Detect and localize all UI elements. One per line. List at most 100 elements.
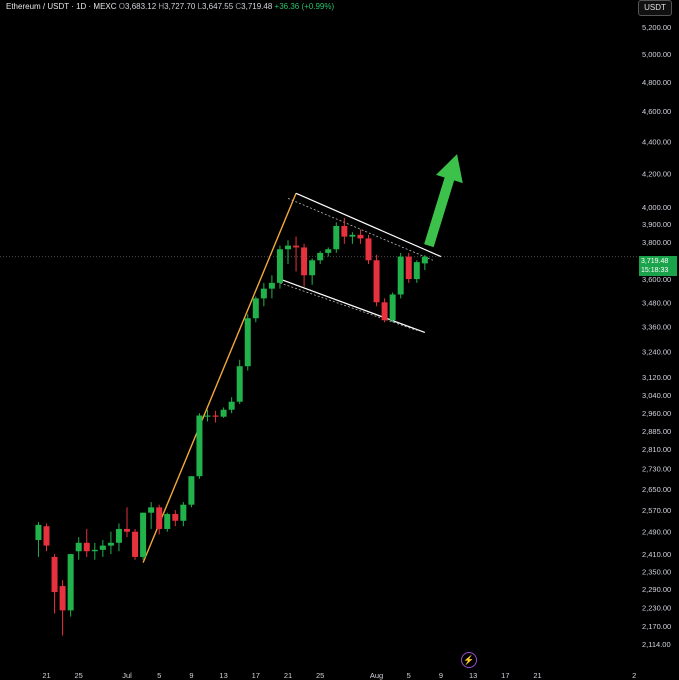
candle-body (357, 234, 364, 239)
candle-body (285, 245, 291, 250)
candle-body (325, 249, 332, 253)
candle-body (75, 542, 82, 552)
candle-body (309, 260, 316, 276)
price-tick-label: 5,200.00 (642, 23, 671, 32)
candle-body (172, 514, 179, 521)
low-value: 3,647.55 (202, 2, 234, 11)
symbol-title[interactable]: Ethereum / USDT · 1D · MEXC (6, 2, 117, 11)
high-label: H (158, 2, 165, 11)
last-price-value: 3,719.48 (641, 258, 669, 265)
price-axis[interactable]: 5,200.00 5,000.00 4,800.00 4,600.00 4,400.00… (642, 23, 671, 649)
candle-body (35, 524, 42, 541)
price-tick-label: 2,410.00 (642, 550, 671, 559)
candle-body (132, 531, 139, 557)
price-tick-label: 5,000.00 (642, 50, 671, 59)
candle-body (349, 234, 356, 237)
price-tick-label: 2,810.00 (642, 445, 671, 454)
flag-dashed-line (279, 282, 417, 331)
candle-body (413, 262, 420, 280)
flag-lower-line (279, 278, 426, 334)
candle-body (421, 256, 428, 264)
price-tick-label: 4,200.00 (642, 169, 671, 178)
candle-body (301, 247, 308, 276)
candle-body (212, 415, 219, 417)
candle-body (99, 545, 106, 550)
candle-body (268, 282, 275, 289)
price-tick-label: 3,240.00 (642, 347, 671, 356)
flag-upper-line (295, 192, 442, 258)
candle-body (373, 260, 380, 303)
price-tick-label: 2,230.00 (642, 603, 671, 612)
time-tick-label: 17 (252, 671, 260, 680)
candle-body (381, 302, 388, 321)
candle-body (397, 256, 404, 295)
price-tick-label: 2,114.00 (642, 640, 671, 649)
candle-body (156, 507, 163, 529)
candle-body (91, 549, 98, 552)
time-tick-label: 13 (219, 671, 227, 680)
price-tick-label: 4,000.00 (642, 203, 671, 212)
candle-body (140, 512, 147, 557)
low-label: L (197, 2, 202, 11)
time-tick-label: 5 (407, 671, 411, 680)
price-tick-label: 2,290.00 (642, 585, 671, 594)
breakout-arrow (424, 154, 463, 248)
price-tick-label: 2,570.00 (642, 506, 671, 515)
lightning-icon[interactable]: ⚡ (461, 652, 477, 668)
flag-dashed-line (287, 197, 434, 261)
time-tick-label: 21 (42, 671, 50, 680)
close-value: 3,719.48 (241, 2, 273, 11)
time-tick-label: 21 (533, 671, 541, 680)
close-label: C (235, 2, 242, 11)
change-value: +36.36 (+0.99%) (274, 2, 335, 11)
time-tick-label: Aug (370, 671, 383, 680)
candle-body (365, 238, 372, 261)
price-tick-label: 3,120.00 (642, 373, 671, 382)
bar-countdown: 15:18:33 (641, 267, 669, 274)
candle-body (115, 528, 122, 543)
price-tick-label: 3,800.00 (642, 238, 671, 247)
price-tick-label: 3,040.00 (642, 391, 671, 400)
candle-body (59, 586, 66, 611)
price-tick-label: 3,480.00 (642, 298, 671, 307)
price-tick-label: 3,360.00 (642, 322, 671, 331)
time-tick-label: 25 (75, 671, 83, 680)
candle-body (244, 318, 251, 367)
candle-body (333, 225, 340, 250)
time-tick-label: 21 (284, 671, 292, 680)
open-label: O (118, 2, 126, 11)
price-tick-label: 4,800.00 (642, 78, 671, 87)
candle-body (293, 245, 300, 248)
price-tick-label: 4,600.00 (642, 107, 671, 116)
currency-unit-button[interactable]: USDT (638, 0, 672, 16)
price-tick-label: 2,350.00 (642, 567, 671, 576)
bull-flag-channel (279, 192, 442, 334)
candle-body (236, 366, 243, 402)
price-tick-label: 2,730.00 (642, 465, 671, 474)
candle-body (389, 294, 396, 321)
candle-body (124, 528, 130, 532)
price-tick-label: 3,900.00 (642, 220, 671, 229)
candle-body (43, 526, 50, 546)
time-axis[interactable]: 21 25 Jul 5 9 13 17 21 25 Aug 5 9 13 17 21 2 (42, 671, 636, 680)
time-tick-label: 9 (189, 671, 193, 680)
candle-body (188, 476, 195, 505)
open-value: 3,683.12 (125, 2, 157, 11)
candle-body (180, 504, 187, 521)
candle-body (83, 542, 90, 552)
candle-body (51, 556, 58, 593)
candle-body (67, 554, 74, 611)
time-tick-label: 9 (439, 671, 443, 680)
time-tick-label: Jul (122, 671, 132, 680)
candle-body (148, 507, 155, 513)
price-tick-label: 2,885.00 (642, 427, 671, 436)
price-tick-label: 2,170.00 (642, 622, 671, 631)
candle-body (252, 298, 259, 319)
candle-body (228, 401, 235, 410)
symbol-header: Ethereum / USDT · 1D · MEXC O3,683.12 H 3… (6, 2, 334, 11)
price-tick-label: 2,650.00 (642, 485, 671, 494)
candle-body (276, 249, 283, 283)
candle-body (204, 415, 211, 417)
candle-body (107, 542, 114, 546)
